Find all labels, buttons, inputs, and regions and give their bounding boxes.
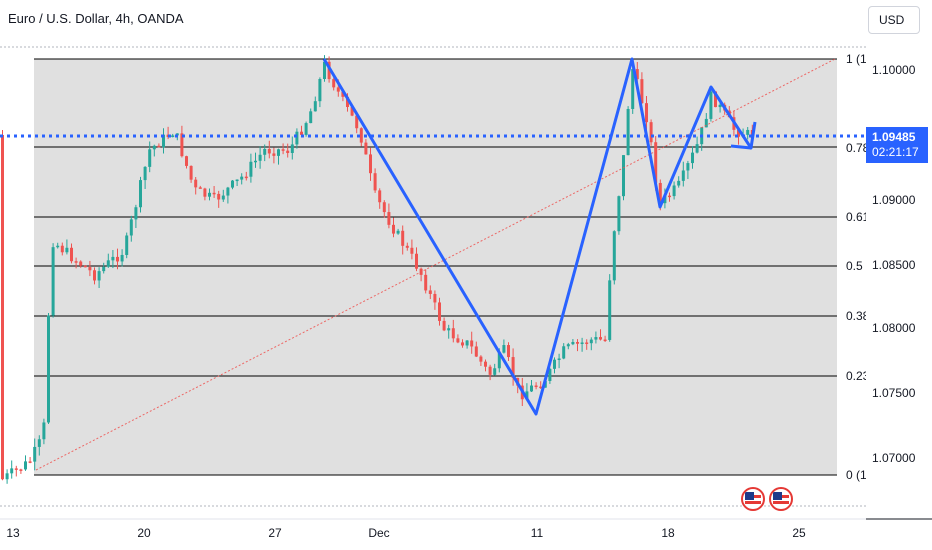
price-label: 1.09000 [872, 193, 916, 207]
fib-level-lines [34, 58, 837, 476]
pattern-bottom-line [730, 144, 752, 150]
currency-button[interactable]: USD [868, 6, 920, 34]
current-price-badge: 1.09485 02:21:17 [866, 127, 928, 163]
date-label: 25 [792, 526, 806, 540]
fib-level-label: 0.5 [846, 259, 863, 273]
price-label: 1.08000 [872, 321, 916, 335]
bar-countdown: 02:21:17 [872, 145, 919, 159]
us-flag-icon[interactable] [741, 487, 765, 511]
date-label: 27 [268, 526, 282, 540]
us-flag-icon[interactable] [769, 487, 793, 511]
trend-line [35, 58, 836, 471]
chart-title: Euro / U.S. Dollar, 4h, OANDA [8, 11, 184, 26]
date-label: 20 [137, 526, 151, 540]
fib-level-label: 0.38 [846, 309, 866, 323]
fib-level-label: 0.23 [846, 369, 866, 383]
date-label: Dec [368, 526, 390, 540]
price-label: 1.07000 [872, 451, 916, 465]
date-label: 18 [661, 526, 675, 540]
fib-level-label: 0.61 [846, 210, 866, 224]
fib-level-label: 1 (1 [846, 52, 866, 66]
price-label: 1.07500 [872, 386, 916, 400]
price-label: 1.10000 [872, 63, 916, 77]
fib-retracement-zone [34, 59, 837, 475]
date-label: 13 [6, 526, 20, 540]
current-price-value: 1.09485 [872, 130, 916, 144]
fib-level-label: 0 (1 [846, 468, 866, 482]
fib-level-label: 0.78 [846, 141, 866, 155]
price-label: 1.08500 [872, 258, 916, 272]
date-label: 11 [530, 526, 544, 540]
